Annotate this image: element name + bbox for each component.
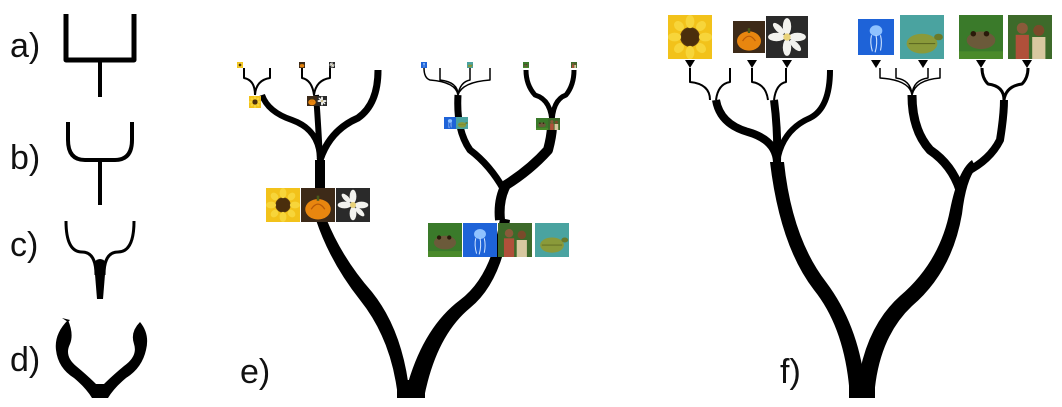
leaf-marker-icon <box>918 60 928 68</box>
e-right-main-branch <box>404 218 510 398</box>
e-thumb-pumpkin <box>301 188 335 222</box>
f-left-twig1 <box>689 68 731 101</box>
e-thumb-turtle <box>534 223 570 257</box>
e-tiny-thumb-3 <box>329 62 335 68</box>
f-right-main-branch <box>856 160 976 398</box>
f-left-twig2 <box>751 68 787 101</box>
e-small-thumb-daffodil <box>317 96 327 106</box>
e-right-sub3 <box>549 69 577 126</box>
panel-c-label: c) <box>10 226 38 264</box>
e-thumb-sunflower <box>266 188 300 222</box>
e-right-stem <box>494 124 557 221</box>
e-tiny-thumb-4 <box>421 62 427 68</box>
e-small-thumb-jellyfish <box>444 117 456 129</box>
f-right-sub2 <box>964 99 1008 176</box>
e-right-sub2 <box>523 69 555 126</box>
f-left-main-branch <box>770 162 866 398</box>
panel-e-label: e) <box>240 353 270 391</box>
e-small-thumb-people <box>548 118 560 130</box>
panel-f-label: f) <box>780 353 801 391</box>
e-thumb-frog <box>428 223 462 257</box>
f-left-sub3 <box>774 69 833 163</box>
panel-f-tree <box>668 15 1052 398</box>
panel-d-branch-glyph <box>55 318 148 398</box>
f-right-twig1 <box>879 68 941 96</box>
panel-b-label: b) <box>10 139 40 177</box>
f-thumb-sunflower <box>668 15 712 59</box>
panel-a-branch-glyph <box>63 14 137 97</box>
e-small-thumb-sunflower <box>249 96 261 108</box>
f-thumb-daffodil <box>766 16 808 58</box>
f-left-sub1 <box>712 99 781 163</box>
e-thumb-daffodil <box>336 188 370 222</box>
e-small-thumb-turtle <box>456 117 468 129</box>
f-thumb-pumpkin <box>733 20 765 54</box>
panel-b-branch-glyph <box>66 122 134 205</box>
leaf-marker-icon <box>782 60 792 68</box>
e-thumb-jellyfish <box>463 223 497 257</box>
e-small-thumb-frog <box>536 118 548 130</box>
leaf-marker-icon <box>976 60 986 68</box>
e-left-sub3 <box>316 69 382 162</box>
e-left-twig1 <box>243 68 271 96</box>
panel-d-label: d) <box>10 341 40 379</box>
e-right-sub1 <box>454 94 508 192</box>
leaf-marker-icon <box>685 60 695 68</box>
e-tiny-thumb-1 <box>237 62 243 68</box>
e-small-thumb-pumpkin <box>307 96 317 106</box>
f-right-twig2 <box>980 67 1030 101</box>
leaf-marker-icon <box>871 60 881 68</box>
panel-a-label: a) <box>10 27 40 65</box>
e-left-twig2 <box>301 68 331 96</box>
e-tiny-thumb-7 <box>571 62 577 68</box>
f-thumb-jellyfish <box>858 18 894 56</box>
leaf-marker-icon <box>747 60 757 68</box>
e-tiny-thumb-5 <box>467 62 473 68</box>
e-thumb-people <box>498 223 532 257</box>
e-left-main-branch <box>316 218 410 398</box>
f-thumb-people <box>1008 15 1052 59</box>
f-thumb-turtle <box>899 15 945 59</box>
e-tiny-thumb-6 <box>523 62 529 68</box>
leaf-marker-icon <box>1022 60 1032 68</box>
f-leaf-markers <box>685 60 1032 68</box>
panel-c-branch-glyph <box>64 220 136 299</box>
panel-e-tree <box>237 62 577 398</box>
e-tiny-thumb-2 <box>299 62 305 68</box>
e-right-twig <box>423 67 491 96</box>
f-right-sub1 <box>907 94 965 192</box>
f-thumb-frog <box>959 15 1003 59</box>
